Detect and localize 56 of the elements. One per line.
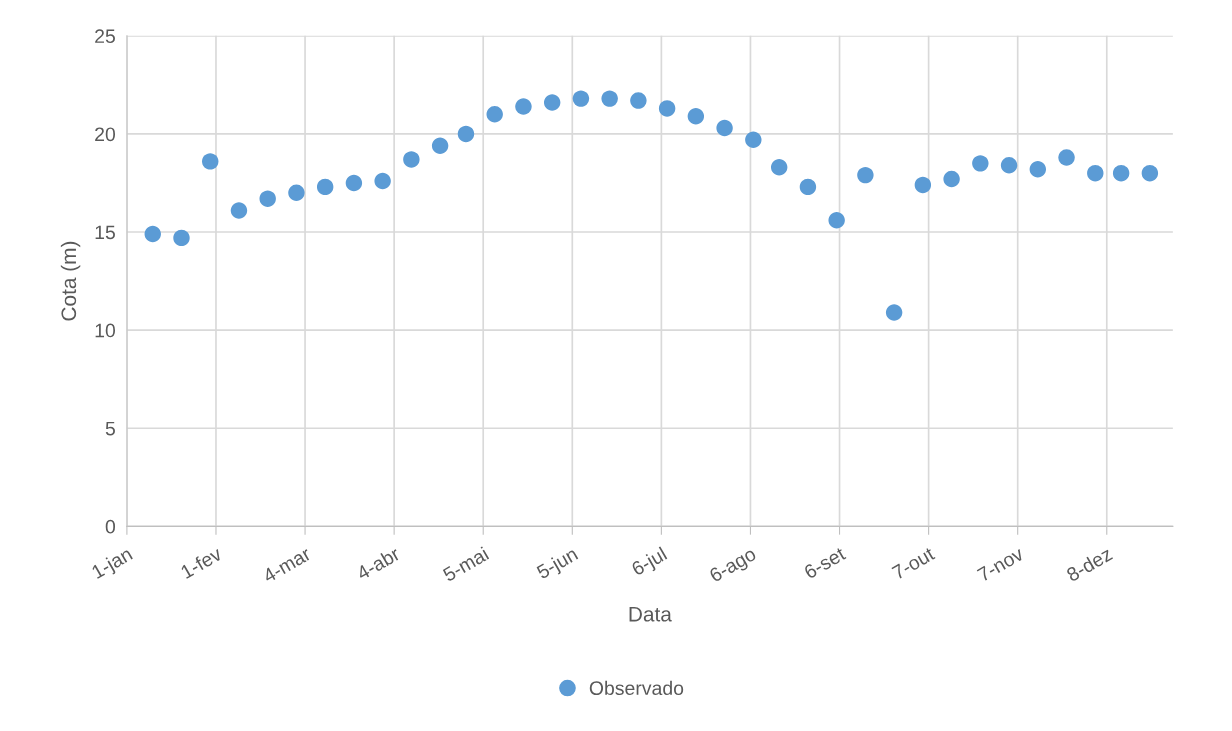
point	[745, 131, 762, 149]
x-tick-label: 6-ago	[708, 546, 759, 586]
point	[716, 119, 733, 137]
point	[1141, 164, 1159, 182]
point	[316, 178, 334, 196]
point	[288, 184, 305, 201]
x-tick-label: 1-fev	[179, 545, 224, 579]
x-tick-label: 6-jul	[630, 546, 670, 580]
point	[1058, 149, 1075, 166]
point	[486, 106, 503, 123]
point	[1112, 164, 1130, 182]
point	[885, 304, 903, 321]
y-tick-label: 10	[95, 323, 116, 338]
x-tick-label: 8-dez	[1065, 546, 1114, 583]
point	[144, 225, 161, 243]
x-tick-label: 4-abr	[355, 545, 401, 581]
point	[202, 153, 219, 170]
y-tick-label: 15	[95, 225, 115, 240]
point	[857, 166, 874, 184]
y-axis-title: Cota (m)	[60, 241, 81, 321]
x-tick-label: 7-out	[891, 546, 936, 580]
x-tick-label: 7-nov	[976, 546, 1025, 582]
point	[1029, 161, 1047, 178]
point	[431, 137, 449, 154]
point	[515, 98, 532, 115]
point	[943, 170, 960, 188]
point	[543, 94, 561, 111]
y-tick-label: 20	[95, 127, 116, 142]
y-tick-label: 0	[105, 519, 116, 534]
point	[828, 212, 845, 229]
point	[457, 125, 475, 143]
point	[914, 176, 932, 194]
y-tick-label: 5	[105, 421, 115, 436]
x-tick-label: 6-set	[803, 546, 847, 580]
x-tick-label: 5-jun	[535, 546, 581, 583]
x-axis-title: Data	[629, 607, 672, 622]
point	[374, 172, 391, 190]
point	[1000, 157, 1018, 174]
point	[972, 155, 989, 172]
x-tick-label: 4-mar	[261, 546, 312, 584]
point	[630, 92, 647, 109]
point	[799, 178, 817, 196]
point	[173, 229, 190, 247]
point	[259, 190, 276, 207]
point	[572, 90, 590, 107]
y-tick-label: 25	[95, 29, 115, 44]
point	[230, 202, 248, 219]
point	[403, 151, 420, 168]
point	[658, 100, 676, 117]
x-tick-label: 1-jan	[90, 546, 135, 583]
point	[1087, 164, 1104, 182]
point	[687, 108, 705, 125]
point	[601, 90, 618, 107]
point	[770, 159, 788, 176]
point	[345, 174, 363, 192]
legend-label: Observado	[589, 680, 684, 696]
